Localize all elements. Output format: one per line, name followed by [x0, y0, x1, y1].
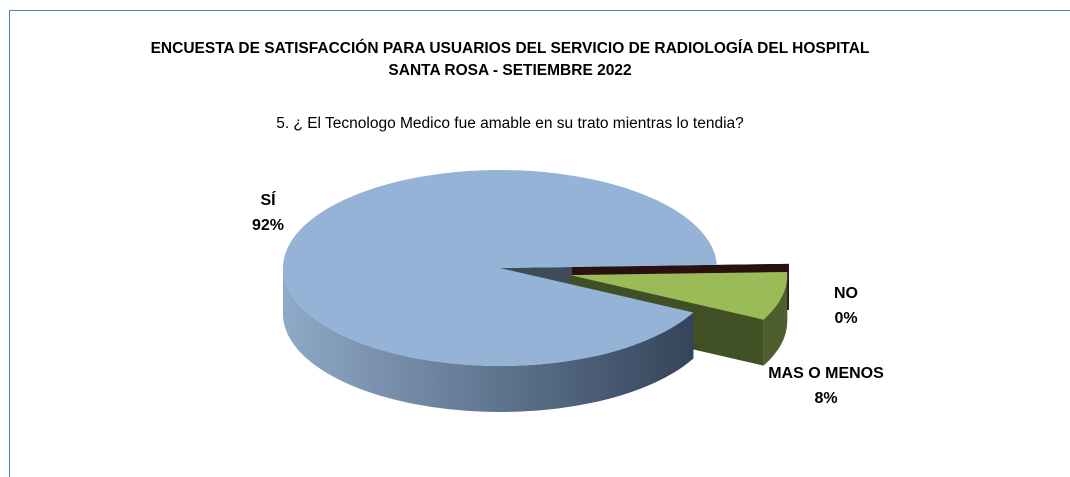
data-label-value: 0% [834, 310, 857, 327]
data-label-category: NO [834, 285, 858, 302]
frame [9, 10, 1070, 477]
data-label-category: SÍ [260, 190, 276, 209]
data-label-value: 8% [814, 390, 837, 407]
slice [570, 272, 788, 320]
chart-subtitle: 5. ¿ El Tecnologo Medico fue amable en s… [276, 115, 744, 132]
slice-side [283, 268, 694, 413]
data-label-category: MAS O MENOS [768, 365, 884, 382]
slice-side [763, 275, 788, 366]
data-label-value: 92% [252, 217, 284, 234]
chart-title: ENCUESTA DE SATISFACCIÓN PARA USUARIOS D… [150, 40, 870, 79]
slice [282, 170, 717, 367]
